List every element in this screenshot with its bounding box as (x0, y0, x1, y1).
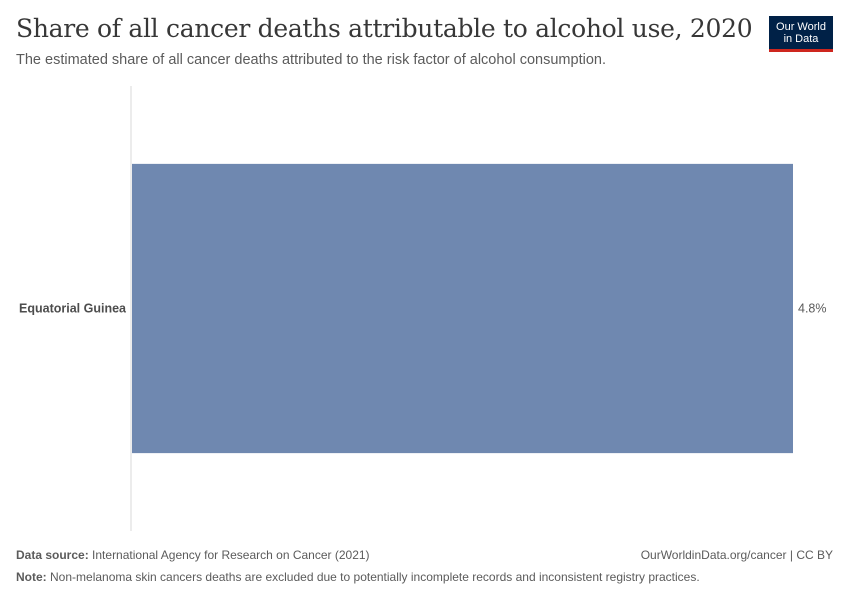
chart-title: Share of all cancer deaths attributable … (16, 14, 753, 43)
owid-logo[interactable]: Our World in Data (769, 16, 833, 52)
bar-chart: Equatorial Guinea 4.8% (19, 86, 827, 531)
source-text[interactable]: International Agency for Research on Can… (92, 548, 370, 562)
category-label: Equatorial Guinea (19, 302, 127, 316)
chart-subtitle: The estimated share of all cancer deaths… (16, 52, 606, 68)
bar[interactable] (132, 163, 793, 454)
value-label: 4.8% (798, 302, 827, 316)
footer-note-row: Note: Non-melanoma skin cancers deaths a… (16, 570, 833, 584)
footer-source-row: Data source: International Agency for Re… (16, 548, 833, 562)
logo-line-2: in Data (783, 33, 819, 45)
logo-line-1: Our World (776, 21, 826, 33)
note-text: Non-melanoma skin cancers deaths are exc… (50, 570, 700, 584)
note-label: Note: (16, 570, 47, 584)
source-label: Data source: (16, 548, 89, 562)
source-url[interactable]: OurWorldinData.org/cancer | CC BY (640, 548, 833, 562)
